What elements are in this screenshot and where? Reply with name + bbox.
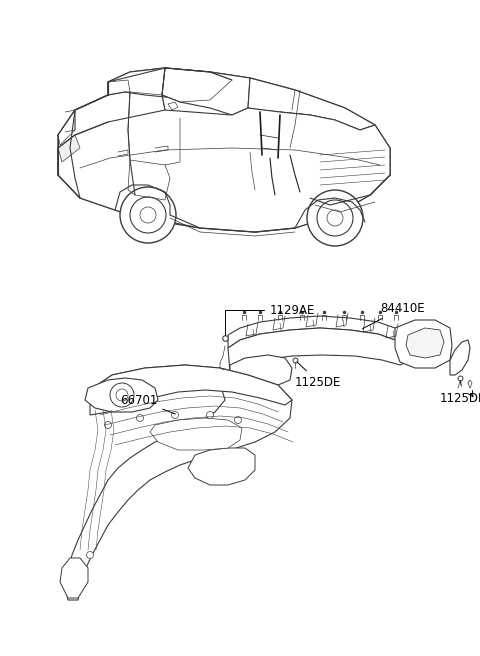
Polygon shape [450, 340, 470, 375]
Circle shape [206, 411, 214, 419]
Circle shape [116, 389, 128, 401]
Polygon shape [340, 140, 388, 152]
Circle shape [327, 210, 343, 226]
Circle shape [140, 207, 156, 223]
Polygon shape [85, 378, 158, 412]
Circle shape [136, 415, 144, 422]
Polygon shape [58, 110, 75, 145]
Polygon shape [188, 448, 255, 485]
Text: 1125DE: 1125DE [295, 362, 341, 388]
Text: 1129AE: 1129AE [225, 304, 315, 335]
Polygon shape [228, 316, 410, 348]
Polygon shape [230, 355, 292, 385]
Circle shape [110, 383, 134, 407]
Polygon shape [58, 135, 80, 162]
Polygon shape [228, 328, 415, 372]
Text: 84410E: 84410E [362, 302, 425, 329]
Polygon shape [58, 68, 390, 232]
Polygon shape [65, 365, 292, 600]
Circle shape [86, 552, 94, 558]
Polygon shape [150, 418, 242, 450]
Polygon shape [90, 365, 292, 415]
Polygon shape [168, 102, 178, 110]
Circle shape [67, 581, 73, 588]
Circle shape [317, 200, 353, 236]
Circle shape [120, 187, 176, 243]
Polygon shape [310, 148, 390, 205]
Circle shape [307, 190, 363, 246]
Text: 1125DE: 1125DE [440, 380, 480, 405]
Polygon shape [395, 320, 452, 368]
Circle shape [235, 417, 241, 424]
Polygon shape [406, 328, 444, 358]
Polygon shape [240, 108, 320, 158]
Polygon shape [58, 108, 390, 232]
Text: 66701: 66701 [120, 394, 175, 414]
Circle shape [130, 197, 166, 233]
Polygon shape [108, 68, 235, 100]
Circle shape [105, 422, 111, 428]
Circle shape [171, 411, 179, 419]
Polygon shape [248, 78, 375, 130]
Polygon shape [60, 558, 88, 598]
Polygon shape [162, 68, 250, 115]
